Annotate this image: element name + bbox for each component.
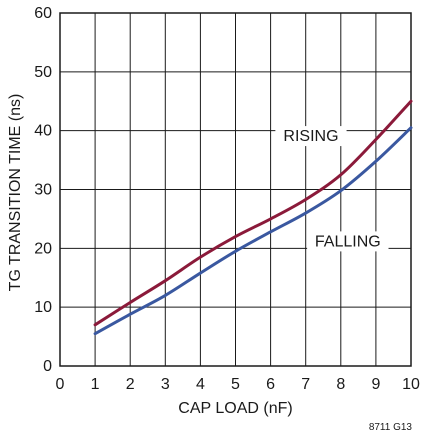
y-tick-labels: 0 10 20 30 40 50 60: [34, 5, 52, 375]
x-tick-label: 9: [371, 376, 380, 393]
x-tick-label: 5: [231, 376, 240, 393]
figure-id: 8711 G13: [369, 422, 413, 433]
x-tick-label: 8: [336, 376, 345, 393]
series-line-rising: [93, 99, 413, 327]
x-tick-label: 1: [91, 376, 100, 393]
plot-frame: [59, 12, 412, 367]
y-tick-label: 40: [34, 123, 52, 140]
y-axis-title: TG TRANSITION TIME (ns): [7, 94, 24, 292]
series-label-bg: [275, 126, 347, 147]
y-tick-label: 10: [34, 299, 52, 316]
x-axis-title: CAP LOAD (nF): [178, 400, 292, 417]
x-tick-label: 10: [402, 376, 420, 393]
series-label-bg: [307, 231, 389, 252]
y-tick-label: 0: [43, 358, 52, 375]
y-tick-label: 20: [34, 240, 52, 257]
x-tick-label: 2: [126, 376, 135, 393]
series-label-rising: RISING: [283, 128, 338, 145]
grid-lines: [60, 13, 411, 366]
x-tick-labels: 0 1 2 3 4 5 6 7 8 9 10: [56, 376, 420, 393]
x-tick-label: 4: [196, 376, 205, 393]
y-tick-label: 60: [34, 5, 52, 22]
y-tick-label: 30: [34, 182, 52, 199]
y-tick-label: 50: [34, 64, 52, 81]
series-line-falling: [93, 126, 413, 336]
x-tick-label: 7: [301, 376, 310, 393]
x-tick-label: 0: [56, 376, 65, 393]
series-label-falling: FALLING: [315, 233, 381, 250]
series-lines: [93, 99, 413, 336]
x-tick-label: 3: [161, 376, 170, 393]
series-labels: RISING FALLING: [275, 126, 389, 252]
x-tick-label: 6: [266, 376, 275, 393]
